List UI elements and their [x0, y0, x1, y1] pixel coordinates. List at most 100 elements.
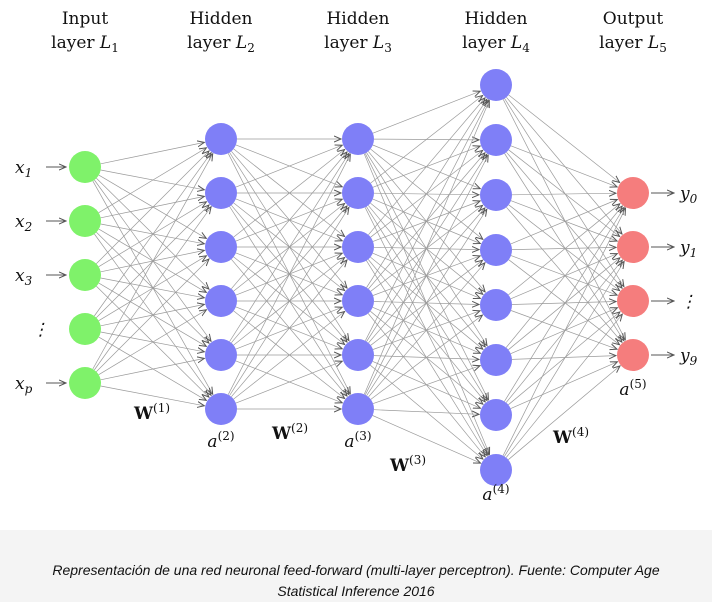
edge-l4-n5-to-l5-n1: [508, 204, 619, 296]
edge-l4-n1-to-l5-n3: [504, 98, 624, 287]
edge-l4-n3-to-l5-n1: [511, 193, 616, 195]
output-label-4: y9: [679, 346, 698, 368]
edge-l1-n3-to-l2-n1: [96, 151, 209, 264]
hidden3-node-5: [480, 289, 512, 321]
output-node-3: [617, 285, 649, 317]
hidden1-node-1: [205, 123, 237, 155]
edge-l1-n2-to-l2-n1: [98, 148, 207, 213]
edge-l3-n1-to-l4-n1: [372, 91, 480, 134]
input-node-5: [69, 367, 101, 399]
hidden1-node-2: [205, 177, 237, 209]
edge-l4-n8-to-l5-n1: [502, 208, 625, 456]
figure-caption: Representación de una red neuronal feed-…: [0, 560, 712, 602]
hidden3-node-1: [480, 69, 512, 101]
edge-l4-n6-to-l5-n1: [505, 206, 622, 348]
edge-l2-n6-to-l3-n5: [235, 361, 342, 404]
input-label-2: x2: [15, 212, 32, 234]
edge-l1-n1-to-l2-n1: [100, 142, 205, 165]
edge-l2-n6-to-l3-n1: [227, 154, 350, 395]
hidden1-node-5: [205, 339, 237, 371]
output-label-2: y1: [679, 238, 697, 260]
io-arrows: [46, 167, 674, 383]
edge-l4-n2-to-l5-n4: [504, 153, 624, 341]
output-node-1: [617, 177, 649, 209]
output-node-2: [617, 231, 649, 263]
diagram-labels: Input layer L1 Hidden layer L2 Hidden layer L…: [15, 9, 698, 505]
hidden1-node-3: [205, 231, 237, 263]
edge-l2-n2-to-l3-n1: [235, 145, 342, 188]
edge-l4-n6-to-l5-n3: [510, 308, 618, 355]
edge-l4-n7-to-l5-n3: [508, 312, 620, 406]
hidden3-node-3: [480, 179, 512, 211]
edge-l4-n3-to-l5-n2: [510, 200, 617, 241]
edge-l3-n6-to-l4-n8: [372, 415, 481, 464]
activation-label-2: a(2): [207, 429, 234, 452]
hidden2-node-1: [342, 123, 374, 155]
edge-l4-n3-to-l5-n3: [508, 204, 620, 291]
edge-l4-n2-to-l5-n1: [510, 145, 617, 187]
edge-l1-n4-to-l2-n1: [94, 153, 211, 317]
hidden3-title-line1: Hidden: [464, 9, 527, 29]
edge-l4-n6-to-l5-n4: [511, 356, 616, 360]
edge-l2-n6-to-l3-n4: [233, 312, 345, 400]
edge-l3-n5-to-l4-n1: [364, 100, 488, 341]
hidden3-title-line2: layer L4: [462, 33, 530, 55]
edge-l4-n5-to-l5-n4: [510, 310, 617, 350]
hidden3-node-8: [480, 454, 512, 486]
edge-l4-n8-to-l5-n2: [504, 262, 624, 457]
edge-l4-n5-to-l5-n3: [511, 302, 616, 305]
output-label-3: ⋮: [680, 292, 697, 312]
weight-label-1: W(1): [133, 401, 170, 424]
input-label-5: xp: [15, 374, 33, 396]
hidden3-node-7: [480, 399, 512, 431]
input-node-3: [69, 259, 101, 291]
neural-network-diagram: Input layer L1 Hidden layer L2 Hidden layer L…: [15, 9, 698, 505]
output-title-line2: layer L5: [599, 33, 667, 55]
edge-l1-n5-to-l2-n5: [100, 358, 205, 381]
edge-l4-n8-to-l5-n4: [508, 366, 620, 460]
edge-l4-n4-to-l5-n3: [510, 255, 617, 296]
input-node-4: [69, 313, 101, 345]
hidden1-node-4: [205, 285, 237, 317]
output-label-1: y0: [679, 184, 698, 206]
edge-l4-n1-to-l5-n4: [502, 99, 625, 339]
caption-line-1: Representación de una red neuronal feed-…: [52, 562, 660, 578]
edge-l1-n5-to-l2-n3: [96, 259, 209, 372]
activation-label-3: a(3): [344, 429, 371, 452]
weight-label-4: W(4): [552, 425, 589, 448]
edge-l4-n2-to-l5-n2: [508, 149, 620, 237]
edge-l4-n8-to-l5-n3: [505, 314, 622, 458]
edge-l1-n5-to-l2-n2: [94, 207, 211, 371]
output-title-line1: Output: [603, 9, 664, 29]
edge-l2-n4-to-l3-n1: [231, 152, 347, 290]
edge-l3-n3-to-l4-n1: [368, 98, 485, 236]
edge-l4-n4-to-l5-n2: [511, 247, 616, 249]
edge-l3-n6-to-l4-n3: [366, 209, 487, 396]
edge-l3-n4-to-l4-n1: [366, 99, 487, 288]
caption-area: Representación de una red neuronal feed-…: [0, 530, 712, 602]
edge-l3-n6-to-l4-n2: [364, 155, 488, 395]
weight-label-2: W(2): [271, 421, 308, 444]
input-title-line1: Input: [62, 9, 108, 29]
network-svg: Input layer L1 Hidden layer L2 Hidden layer L…: [15, 9, 698, 505]
edge-l4-n2-to-l5-n3: [506, 151, 622, 288]
edge-l4-n4-to-l5-n1: [510, 200, 618, 245]
edge-l4-n1-to-l5-n2: [506, 96, 622, 234]
input-label-3: x3: [15, 266, 33, 288]
edge-l2-n6-to-l3-n3: [231, 260, 347, 398]
edge-l4-n6-to-l5-n2: [508, 258, 620, 351]
input-title-line2: layer L1: [51, 33, 119, 55]
input-label-1: x1: [15, 158, 32, 180]
hidden2-node-6: [342, 393, 374, 425]
edge-l4-n4-to-l5-n4: [508, 259, 620, 345]
weight-label-3: W(3): [389, 453, 426, 476]
edge-l3-n6-to-l4-n5: [370, 315, 483, 400]
edge-l3-n6-to-l4-n7: [373, 409, 479, 415]
hidden3-node-4: [480, 234, 512, 266]
edge-l3-n2-to-l4-n1: [370, 96, 483, 184]
edge-l2-n5-to-l3-n1: [229, 153, 349, 342]
edge-l2-n6-to-l3-n2: [229, 207, 349, 396]
edge-l2-n3-to-l3-n1: [233, 150, 345, 238]
activation-label-5: a(5): [619, 377, 646, 400]
connection-edges: [92, 91, 626, 464]
